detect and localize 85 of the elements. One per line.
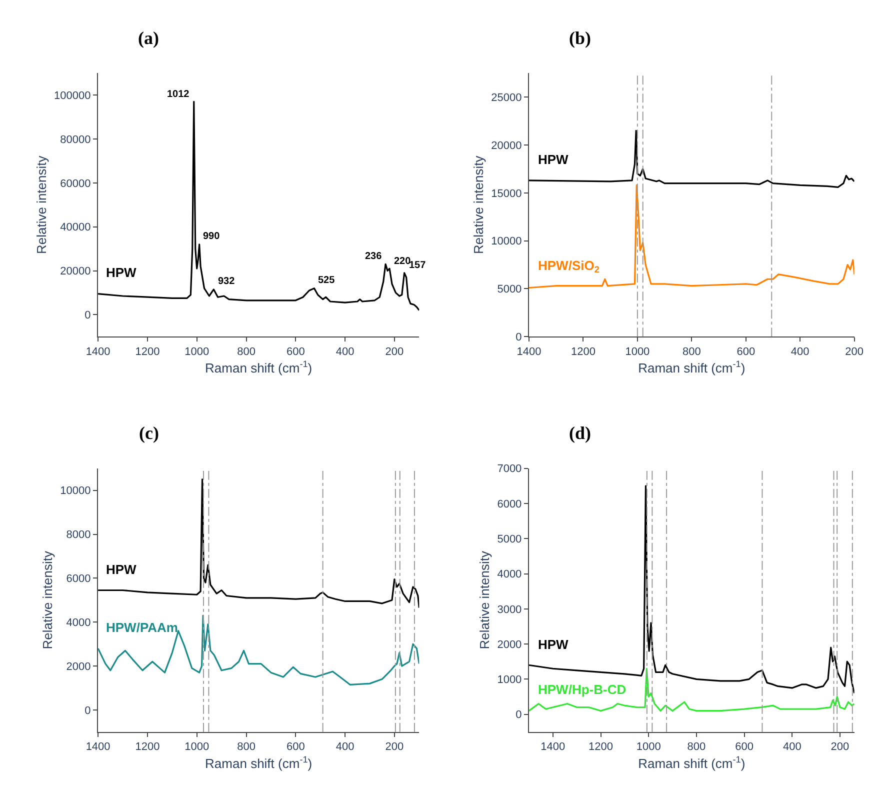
y-tick-label: 0: [516, 331, 522, 344]
y-tick-label: 5000: [497, 533, 522, 546]
series-label: HPW/SiO$_{2}$: [538, 258, 600, 275]
x-tick-label: 1000: [625, 346, 650, 358]
x-tick-label: 200: [845, 346, 864, 358]
y-tick-label: 10000: [60, 485, 91, 498]
annotation: 1012: [167, 89, 190, 100]
chart-title: (a): [138, 28, 159, 48]
y-tick-label: 2000: [497, 638, 522, 651]
chart-title: (c): [139, 423, 159, 443]
x-axis-title: Raman shift (cm$^{-1}$): [205, 754, 312, 771]
y-tick-label: 40000: [60, 222, 91, 234]
x-tick-label: 1400: [86, 741, 110, 754]
chart-title: (b): [569, 28, 592, 48]
y-tick-label: 6000: [66, 573, 91, 586]
line-series: [529, 184, 854, 289]
y-tick-label: 6000: [497, 498, 522, 510]
y-tick-label: 2000: [66, 660, 91, 673]
y-axis-title: Relative intensity: [40, 550, 56, 650]
x-tick-label: 1000: [636, 741, 661, 754]
x-tick-label: 1200: [135, 346, 160, 358]
y-axis-title: Relative intensity: [471, 155, 486, 254]
x-axis-title: Raman shift (cm$^{-1}$): [205, 359, 312, 376]
x-tick-label: 1000: [184, 741, 210, 754]
y-tick-label: 7000: [497, 463, 522, 476]
x-tick-label: 800: [237, 346, 256, 358]
x-tick-label: 200: [385, 741, 404, 754]
x-tick-label: 200: [830, 741, 850, 754]
y-tick-label: 20000: [491, 140, 522, 152]
y-tick-label: 60000: [60, 178, 91, 190]
x-tick-label: 400: [336, 346, 354, 358]
series-label: HPW: [538, 152, 570, 167]
series-label: HPW: [538, 637, 570, 652]
y-tick-label: 4000: [497, 568, 522, 581]
x-axis-title: Raman shift (cm$^{-1}$): [638, 359, 746, 376]
annotation: 157: [409, 260, 426, 271]
x-tick-label: 600: [736, 346, 756, 358]
y-tick-label: 0: [516, 709, 522, 722]
y-tick-label: 100000: [54, 90, 91, 102]
y-tick-label: 8000: [66, 529, 91, 542]
x-tick-label: 800: [682, 346, 701, 358]
annotation: 932: [218, 276, 236, 287]
series-label: HPW: [106, 265, 138, 280]
y-tick-label: 1000: [497, 674, 522, 686]
annotation: 990: [203, 231, 220, 242]
y-tick-label: 5000: [497, 284, 522, 296]
series-label: HPW/PAAm: [106, 620, 178, 635]
y-tick-label: 4000: [66, 616, 91, 629]
line-series: [98, 614, 420, 686]
series-label: HPW/Hp-B-CD: [538, 682, 626, 697]
y-axis-title: Relative intensity: [477, 550, 492, 650]
x-tick-label: 800: [237, 741, 256, 754]
line-series: [529, 668, 854, 712]
annotation: 525: [318, 275, 336, 286]
x-tick-label: 400: [336, 741, 354, 754]
x-tick-label: 400: [782, 741, 802, 754]
x-tick-label: 1000: [184, 346, 210, 358]
x-tick-label: 1400: [540, 741, 566, 754]
y-tick-label: 0: [84, 310, 91, 322]
chart-title: (d): [569, 423, 592, 443]
y-axis-title: Relative intensity: [34, 155, 49, 254]
x-tick-label: 400: [790, 346, 810, 358]
y-tick-label: 20000: [60, 266, 91, 278]
x-tick-label: 1400: [516, 346, 542, 358]
y-tick-label: 10000: [491, 236, 522, 248]
x-tick-label: 600: [286, 346, 305, 358]
x-axis-title: Raman shift (cm$^{-1}$): [638, 754, 746, 771]
line-series: [98, 478, 420, 609]
x-tick-label: 1200: [588, 741, 613, 754]
series-label: HPW: [106, 562, 138, 577]
y-tick-label: 3000: [497, 604, 522, 616]
annotation: 220: [394, 256, 412, 267]
y-tick-label: 15000: [491, 188, 522, 200]
line-series: [529, 130, 854, 188]
x-tick-label: 200: [385, 346, 404, 358]
x-tick-label: 1400: [86, 346, 110, 358]
y-tick-label: 0: [84, 704, 91, 717]
y-tick-label: 80000: [60, 134, 91, 146]
x-tick-label: 800: [687, 741, 706, 754]
x-tick-label: 1200: [135, 741, 160, 754]
x-tick-label: 1200: [570, 346, 596, 358]
y-tick-label: 25000: [491, 92, 522, 104]
annotation: 236: [365, 251, 382, 262]
x-tick-label: 600: [735, 741, 754, 754]
x-tick-label: 600: [286, 741, 305, 754]
